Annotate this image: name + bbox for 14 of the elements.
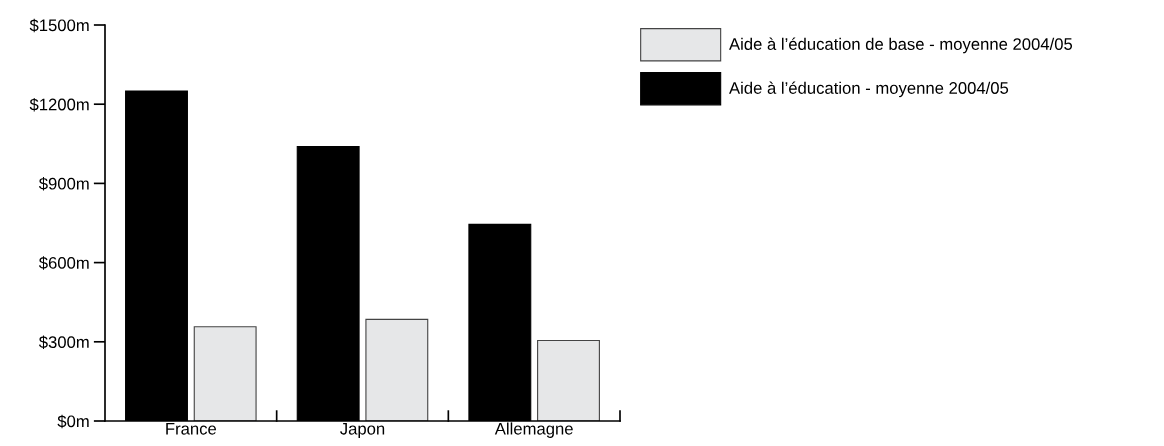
x-tick-label: Allemagne — [494, 422, 573, 438]
y-tick-label: $600m — [38, 256, 89, 270]
y-tick-label: $900m — [38, 177, 89, 191]
y-tick-label: $1200m — [29, 97, 89, 112]
bar — [193, 326, 257, 421]
y-tick-label: $300m — [38, 335, 89, 349]
bar — [365, 318, 429, 421]
y-tick-label: $0m — [57, 414, 89, 429]
legend-label: Aide à l’éducation de base - moyenne 2004/05 — [729, 37, 1073, 54]
bar — [537, 339, 600, 421]
x-tick-label: France — [166, 423, 217, 435]
x-tick-label: Japon — [340, 423, 385, 438]
legend-label: Aide à l’éducation - moyenne 2004/05 — [729, 81, 1009, 98]
y-tick-label: $1500m — [29, 18, 89, 33]
